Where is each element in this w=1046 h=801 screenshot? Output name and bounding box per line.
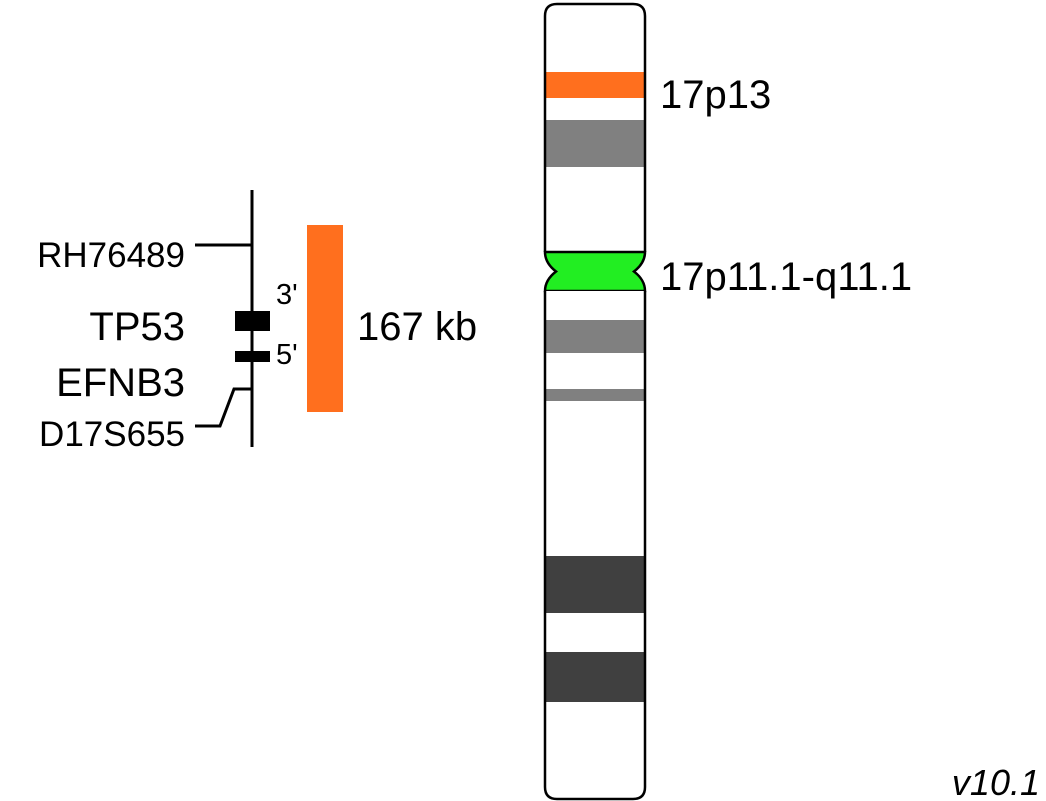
band-17p13-label: 17p13 <box>660 73 771 117</box>
region-bar <box>307 225 343 412</box>
three-prime-label: 3' <box>276 279 298 311</box>
q-arm-outline <box>543 291 647 801</box>
band-q-gpos-dark-2 <box>545 652 645 702</box>
locus-detail: RH76489 TP53 EFNB3 D17S655 3' 5' 167 kb <box>37 190 477 454</box>
band-q-gpos-2 <box>545 389 645 401</box>
five-prime-label: 5' <box>276 339 298 371</box>
chromosome-ideogram: 17p13 17p11.1-q11.1 <box>543 2 912 801</box>
gene-tp53-block <box>235 311 270 331</box>
marker-d17s655-leader <box>195 387 252 428</box>
p-arm-outline <box>543 2 647 252</box>
gene-tp53-label: TP53 <box>89 305 185 349</box>
band-q-gpos-1 <box>545 320 645 353</box>
marker-d17s655-label: D17S655 <box>39 415 185 454</box>
band-q-gpos-dark-1 <box>545 556 645 613</box>
q-arm-fill <box>545 291 645 799</box>
centromere-label: 17p11.1-q11.1 <box>660 255 912 299</box>
band-17p13 <box>545 72 645 98</box>
band-p-gpos <box>545 120 645 167</box>
marker-rh76489-label: RH76489 <box>37 236 185 275</box>
version-label: v10.1 <box>952 762 1040 801</box>
gene-efnb3-label: EFNB3 <box>56 361 185 405</box>
gene-efnb3-block <box>235 351 270 362</box>
centromere <box>543 250 647 293</box>
region-size-label: 167 kb <box>357 305 477 349</box>
